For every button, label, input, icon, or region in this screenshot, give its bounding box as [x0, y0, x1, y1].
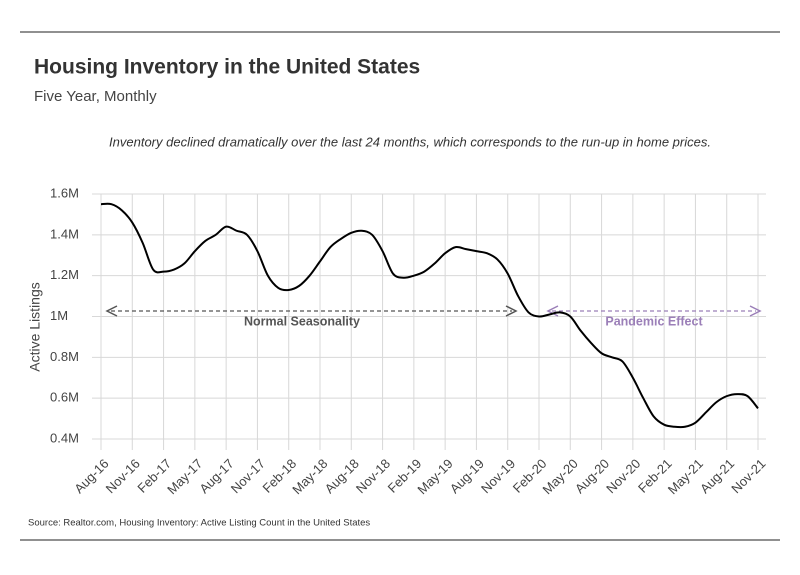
chart-title: Housing Inventory in the United States: [34, 56, 420, 79]
x-tick-label: May-18: [289, 456, 330, 497]
x-tick-label: Nov-17: [228, 456, 268, 496]
x-tick-label: Aug-19: [447, 456, 487, 496]
x-tick-label: Aug-16: [71, 456, 111, 496]
x-tick-label: May-17: [164, 456, 205, 497]
x-tick-label: Nov-20: [603, 456, 643, 496]
x-tick-label: Nov-21: [728, 456, 768, 496]
seasonality-arrow-head: [505, 305, 518, 317]
x-tick-label: Aug-17: [196, 456, 236, 496]
seasonality-arrow-head: [105, 305, 118, 317]
y-tick-label: 1.6M: [50, 185, 79, 200]
y-axis-label: Active Listings: [27, 282, 43, 371]
x-tick-label: Nov-18: [353, 456, 393, 496]
annotation: Pandemic Effect: [605, 314, 703, 328]
chart-note: Inventory declined dramatically over the…: [109, 134, 711, 149]
source: Source: Realtor.com, Housing Inventory: …: [28, 518, 370, 529]
x-tick-label: Aug-20: [572, 456, 612, 496]
y-tick-label: 1.2M: [50, 267, 79, 282]
annotation: Normal Seasonality: [244, 314, 360, 328]
x-tick-label: May-19: [414, 456, 455, 497]
y-tick-label: 0.8M: [50, 349, 79, 364]
y-tick-label: 1.4M: [50, 226, 79, 241]
pandemic-arrow-head: [749, 305, 762, 317]
y-tick-label: 0.4M: [50, 430, 79, 445]
x-tick-label: Aug-18: [322, 456, 362, 496]
x-tick-label: Nov-16: [103, 456, 143, 496]
y-tick-label: 1M: [50, 308, 68, 323]
x-tick-label: May-20: [540, 456, 581, 497]
x-tick-label: May-21: [665, 456, 706, 497]
x-tick-label: Aug-21: [697, 456, 737, 496]
x-tick-label: Nov-19: [478, 456, 518, 496]
data-line: [100, 202, 759, 429]
chart-subtitle: Five Year, Monthly: [34, 88, 157, 105]
pandemic-arrow-head: [546, 305, 559, 317]
y-tick-label: 0.6M: [50, 390, 79, 405]
